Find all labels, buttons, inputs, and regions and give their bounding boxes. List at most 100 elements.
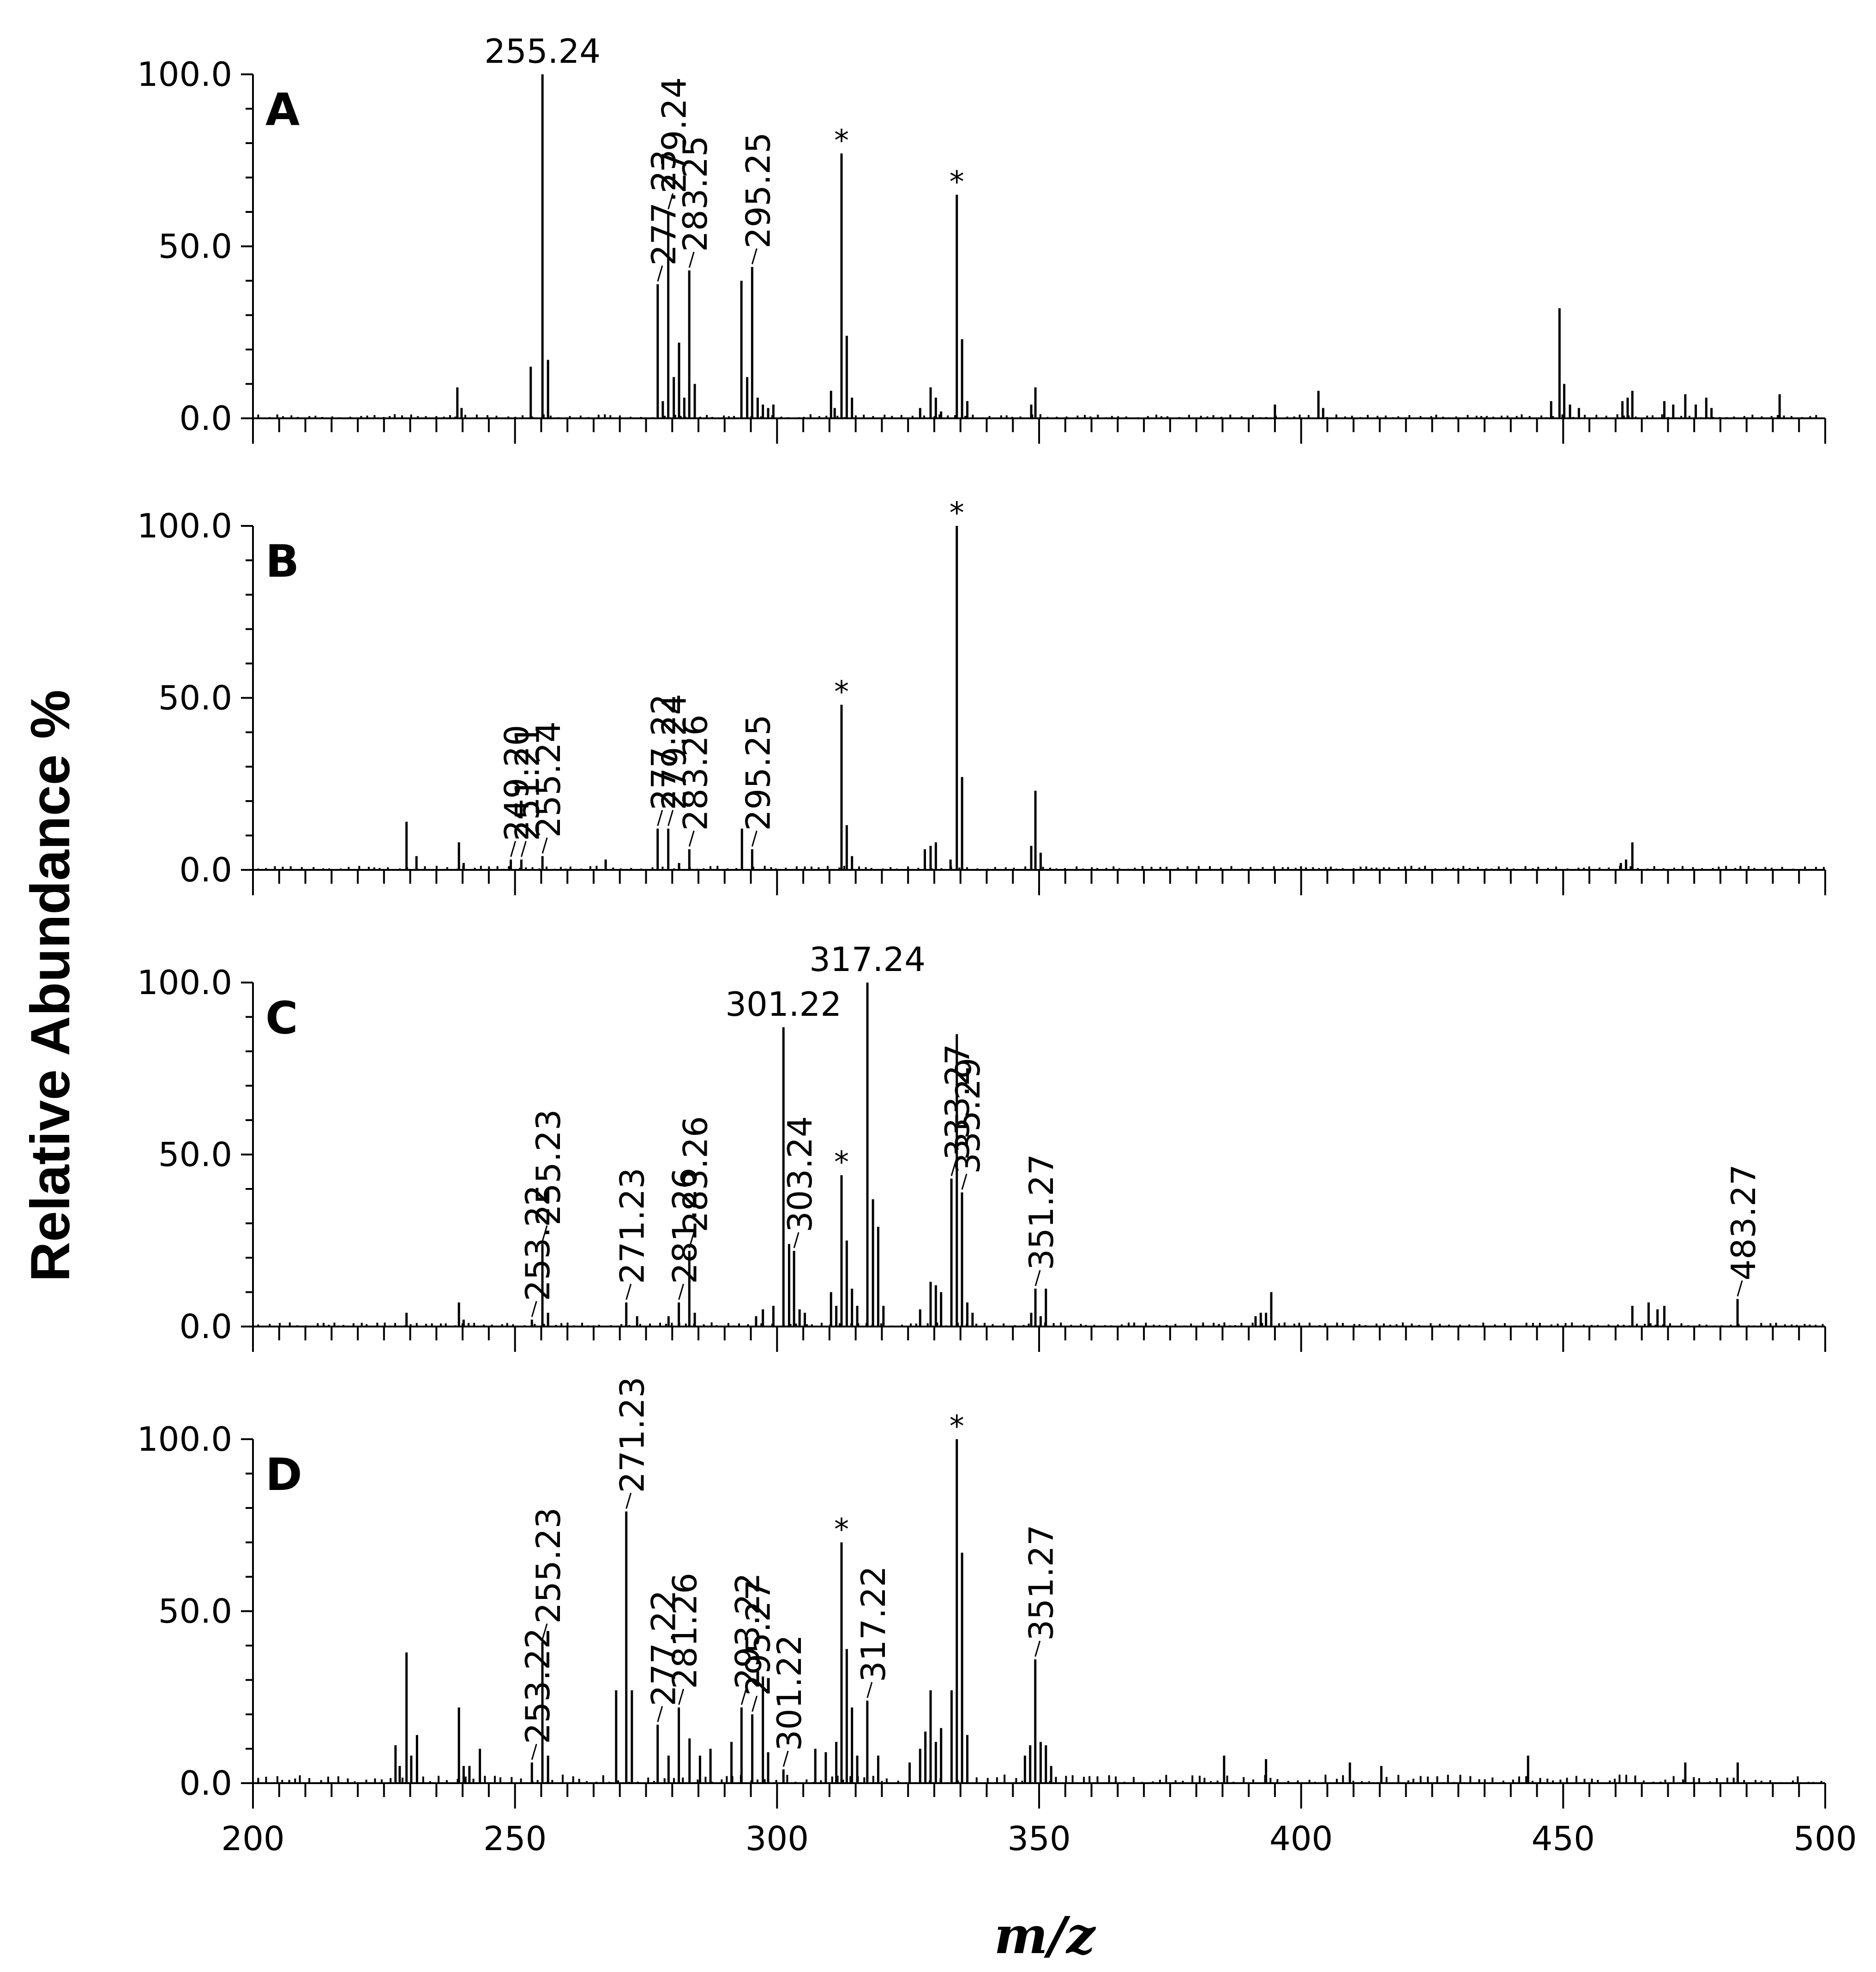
peak-label: 281.26 xyxy=(666,1168,704,1284)
peak-label: 255.24 xyxy=(529,721,568,838)
y-tick-label: 50.0 xyxy=(158,679,232,718)
peak-label: 301.22 xyxy=(725,985,842,1024)
peak-label: 295.25 xyxy=(739,714,777,831)
x-axis-title: m/z xyxy=(994,1906,1096,1965)
peak-label: 279.24 xyxy=(655,694,694,810)
y-tick-label: 100.0 xyxy=(137,1420,232,1459)
x-tick-label: 200 xyxy=(221,1819,284,1858)
y-axis-title: Relative Abundance % xyxy=(19,690,81,1282)
peak-label: 277.22 xyxy=(644,1590,683,1706)
peak-label: 251.21 xyxy=(508,725,547,841)
y-tick-label: 100.0 xyxy=(137,507,232,545)
peak-label: 351.27 xyxy=(1022,1525,1061,1641)
peak-star-marker: * xyxy=(834,124,849,158)
x-tick-label: 450 xyxy=(1532,1819,1595,1858)
peak-label-leader xyxy=(667,810,674,826)
peak-label-leader xyxy=(541,1225,548,1242)
peak-star-marker: * xyxy=(834,675,849,709)
peak-star-marker: * xyxy=(834,1146,849,1180)
peak-label: 283.26 xyxy=(676,1116,715,1232)
peak-label-leader xyxy=(1034,1640,1041,1657)
peak-label-leader xyxy=(688,1232,695,1248)
peak-label-leader xyxy=(625,1284,632,1300)
peak-label: 255.24 xyxy=(484,32,601,71)
peak-label: 303.24 xyxy=(781,1116,819,1232)
peak-label: 293.22 xyxy=(728,1573,767,1689)
peak-label: 253.22 xyxy=(518,1185,557,1301)
peak-label: 249.20 xyxy=(498,725,536,841)
x-tick-label: 500 xyxy=(1793,1819,1857,1858)
peak-label-leader xyxy=(1034,1270,1041,1286)
panel-letter: B xyxy=(265,536,299,587)
peak-label-leader xyxy=(688,830,695,847)
x-tick-label: 300 xyxy=(746,1819,809,1858)
peak-label: 253.22 xyxy=(518,1628,557,1744)
peak-star-marker: * xyxy=(950,1410,964,1444)
peak-label-leader xyxy=(751,830,758,847)
peak-label-leader xyxy=(793,1232,800,1248)
peak-label: 271.23 xyxy=(613,1377,652,1493)
peak-label: 483.27 xyxy=(1724,1164,1763,1280)
peak-label-leader xyxy=(751,248,758,265)
y-tick-label: 0.0 xyxy=(179,1764,232,1803)
peak-label-leader xyxy=(541,1623,548,1640)
peak-label: 271.23 xyxy=(613,1168,652,1284)
peak-label: 277.22 xyxy=(644,694,683,810)
peak-label: 317.24 xyxy=(809,940,926,979)
peak-label-leader xyxy=(625,1493,632,1509)
peak-label: 335.29 xyxy=(949,1058,987,1174)
peak-label-leader xyxy=(752,1695,758,1712)
peak-label-leader xyxy=(657,1706,663,1722)
peak-label: 255.23 xyxy=(529,1109,568,1225)
x-tick-label: 350 xyxy=(1007,1819,1070,1858)
y-tick-label: 0.0 xyxy=(179,399,232,438)
peak-label-leader xyxy=(678,1284,685,1300)
peak-label: 283.25 xyxy=(676,136,715,252)
peak-label: 333.27 xyxy=(938,1044,977,1160)
peak-label-leader xyxy=(1737,1280,1743,1297)
peak-label-leader xyxy=(688,252,695,268)
peak-label: 281.26 xyxy=(666,1573,704,1689)
peak-label: 317.22 xyxy=(854,1566,893,1682)
peak-label: 277.23 xyxy=(644,150,683,266)
peak-label: 295.27 xyxy=(739,1580,778,1696)
y-tick-label: 50.0 xyxy=(158,1135,232,1174)
y-tick-label: 0.0 xyxy=(179,1307,232,1346)
peak-label-leader xyxy=(657,265,663,282)
peak-label: 283.26 xyxy=(676,714,715,831)
peak-label-leader xyxy=(950,1160,957,1176)
peak-label-leader xyxy=(678,1689,685,1705)
peak-label: 351.27 xyxy=(1022,1154,1061,1270)
peak-label-leader xyxy=(866,1682,873,1698)
x-tick-label: 250 xyxy=(483,1819,547,1858)
peak-label-leader xyxy=(541,837,548,854)
peak-label: 279.24 xyxy=(655,77,694,193)
peak-label-leader xyxy=(782,1750,789,1767)
y-tick-label: 0.0 xyxy=(179,850,232,889)
panel-letter: D xyxy=(265,1449,302,1501)
peak-label-leader xyxy=(740,1689,747,1705)
panel-d: 0.0 50.0 100.0 200 250 300 350 400 450 500 * * 253.2… xyxy=(137,1377,1857,1858)
y-tick-label: 100.0 xyxy=(137,55,232,94)
peak-label: 301.22 xyxy=(770,1634,809,1751)
peak-star-marker: * xyxy=(950,496,964,531)
panel-letter: A xyxy=(265,84,300,136)
y-tick-label: 100.0 xyxy=(137,963,232,1002)
y-tick-label: 50.0 xyxy=(158,227,232,266)
panel-letter: C xyxy=(265,992,298,1044)
peak-label-leader xyxy=(510,841,517,857)
x-tick-label: 400 xyxy=(1269,1819,1333,1858)
peak-star-marker: * xyxy=(950,165,964,199)
peak-label-leader xyxy=(657,810,663,826)
peak-label: 295.25 xyxy=(739,132,777,248)
peak-star-marker: * xyxy=(834,1513,849,1547)
peak-label-leader xyxy=(961,1174,968,1190)
peak-label-leader xyxy=(531,1743,537,1760)
peak-label-leader xyxy=(520,841,527,857)
peak-label: 255.23 xyxy=(529,1508,568,1624)
